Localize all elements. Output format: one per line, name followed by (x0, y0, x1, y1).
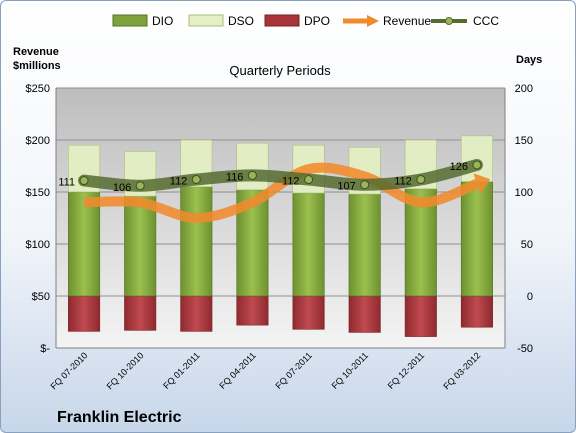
legend-label-revenue: Revenue (383, 14, 431, 28)
bar-dio (460, 181, 493, 297)
y-left-tick-label: $50 (32, 291, 50, 303)
y-right-axis-title: Days (516, 54, 542, 66)
y-left-tick-label: $150 (26, 187, 50, 199)
bar-dpo (460, 295, 493, 328)
bar-dio (180, 186, 213, 297)
legend-label-dpo: DPO (304, 14, 330, 28)
y-right-tick-label: 50 (521, 239, 533, 251)
bar-dpo (348, 295, 381, 333)
ccc-data-label: 112 (170, 176, 188, 188)
y-left-axis-title-line1: Revenue (13, 46, 59, 58)
x-category-label: FQ 10-2010 (105, 350, 146, 391)
legend-ccc-marker-icon (445, 17, 453, 25)
y-left-tick-label: $250 (26, 83, 50, 95)
ccc-marker (416, 175, 426, 185)
y-right-tick-label: 100 (515, 187, 533, 199)
x-category-label: FQ 04-2011 (217, 350, 258, 391)
bar-dpo (236, 295, 269, 326)
legend-label-dso: DSO (228, 14, 254, 28)
bar-dpo (180, 295, 213, 332)
ccc-marker (247, 170, 257, 180)
ccc-marker (79, 176, 89, 186)
bar-dio (348, 193, 381, 297)
legend-revenue-arrow-icon (367, 15, 379, 27)
x-category-label: FQ 01-2011 (161, 350, 202, 391)
ccc-data-label: 111 (58, 177, 75, 189)
y-right-tick-label: 200 (515, 83, 533, 95)
bar-dio (292, 192, 325, 297)
y-right-tick-label: 0 (527, 291, 533, 303)
ccc-data-label: 116 (226, 171, 244, 183)
plot-area (56, 88, 505, 348)
y-left-tick-label: $200 (26, 135, 50, 147)
ccc-line (78, 158, 483, 192)
bar-dpo (124, 295, 157, 331)
x-category-label: FQ 07-2011 (273, 350, 314, 391)
ccc-marker (135, 181, 145, 191)
ccc-marker (472, 160, 482, 170)
y-right-tick-label: -50 (517, 343, 533, 355)
bar-dpo (292, 295, 325, 330)
legend-swatch-dio (112, 14, 148, 27)
ccc-data-label: 107 (337, 181, 355, 193)
ccc-marker (304, 175, 314, 185)
ccc-data-label: 126 (450, 161, 468, 173)
x-category-label: FQ 10-2011 (330, 350, 371, 391)
revenue-arrowhead (473, 173, 491, 195)
ccc-marker (360, 180, 370, 190)
y-left-tick-label: $- (40, 343, 50, 355)
ccc-data-label: 106 (113, 182, 131, 194)
y-left-axis-title-line2: $millions (13, 60, 61, 72)
bar-dio (68, 191, 101, 297)
company-name: Franklin Electric (57, 409, 182, 426)
ccc-data-label: 112 (282, 176, 300, 188)
ccc-marker (191, 175, 201, 185)
y-left-tick-label: $100 (26, 239, 50, 251)
chart-title: Quarterly Periods (229, 63, 331, 78)
legend: DIO DSO DPO Revenue CCC (112, 14, 499, 28)
y-right-tick-label: 150 (515, 135, 533, 147)
bar-dio (124, 195, 157, 297)
bar-dpo (404, 295, 437, 337)
ccc-data-label: 112 (394, 176, 412, 188)
bar-dpo (68, 295, 101, 332)
legend-swatch-dso (188, 14, 224, 27)
bar-dso (236, 142, 269, 191)
legend-label-dio: DIO (152, 14, 173, 28)
legend-label-ccc: CCC (473, 14, 499, 28)
legend-swatch-dpo (264, 14, 300, 27)
x-category-label: FQ 12-2011 (386, 350, 427, 391)
x-category-label: FQ 07-2010 (48, 350, 89, 391)
x-category-label: FQ 03-2012 (441, 350, 482, 391)
